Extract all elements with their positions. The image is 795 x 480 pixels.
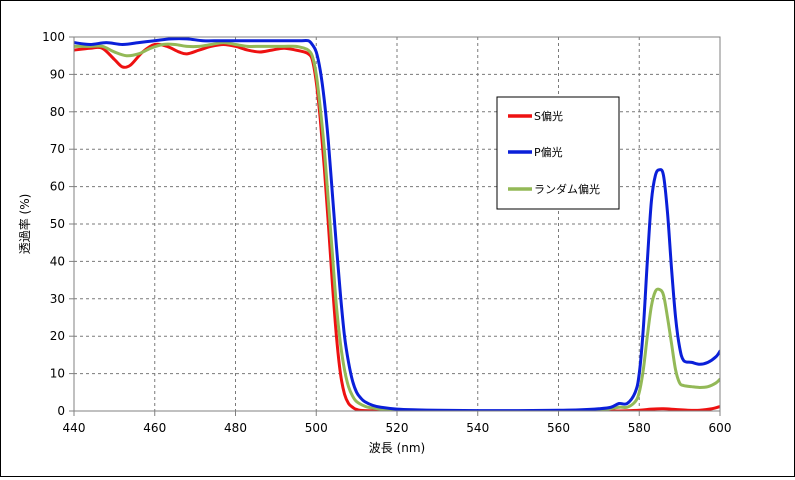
x-tick-label: 560 — [547, 421, 570, 435]
x-tick-label: 580 — [628, 421, 651, 435]
axes: 440 460 480 500 520 540 560 580 600 0 10 20 30 40 50 60… — [42, 30, 731, 435]
y-tick-label: 100 — [42, 30, 65, 44]
y-tick-label: 80 — [50, 105, 65, 119]
y-tick-label: 0 — [57, 404, 65, 418]
y-tick-label: 60 — [50, 180, 65, 194]
x-tick-label: 480 — [224, 421, 247, 435]
y-tick-label: 90 — [50, 67, 65, 81]
x-tick-label: 600 — [709, 421, 732, 435]
y-tick-label: 10 — [50, 367, 65, 381]
y-tick-label: 20 — [50, 329, 65, 343]
y-tick-label: 40 — [50, 254, 65, 268]
y-tick-label: 50 — [50, 217, 65, 231]
y-tick-label: 70 — [50, 142, 65, 156]
legend-label-p-polarized: P偏光 — [534, 145, 563, 159]
y-axis-title: 透過率 (%) — [17, 194, 32, 255]
y-tick-label: 30 — [50, 292, 65, 306]
x-tick-label: 440 — [63, 421, 86, 435]
x-axis-title: 波長 (nm) — [369, 441, 425, 455]
x-tick-label: 520 — [386, 421, 409, 435]
x-tick-label: 540 — [466, 421, 489, 435]
x-tick-label: 460 — [143, 421, 166, 435]
x-tick-label: 500 — [305, 421, 328, 435]
legend-label-s-polarized: S偏光 — [534, 109, 563, 123]
series-line-p-polarized — [74, 37, 720, 411]
legend-label-random-polarized: ランダム偏光 — [534, 182, 600, 196]
series-line-random-polarized — [74, 41, 720, 411]
legend: S偏光 P偏光 ランダム偏光 — [496, 96, 620, 210]
